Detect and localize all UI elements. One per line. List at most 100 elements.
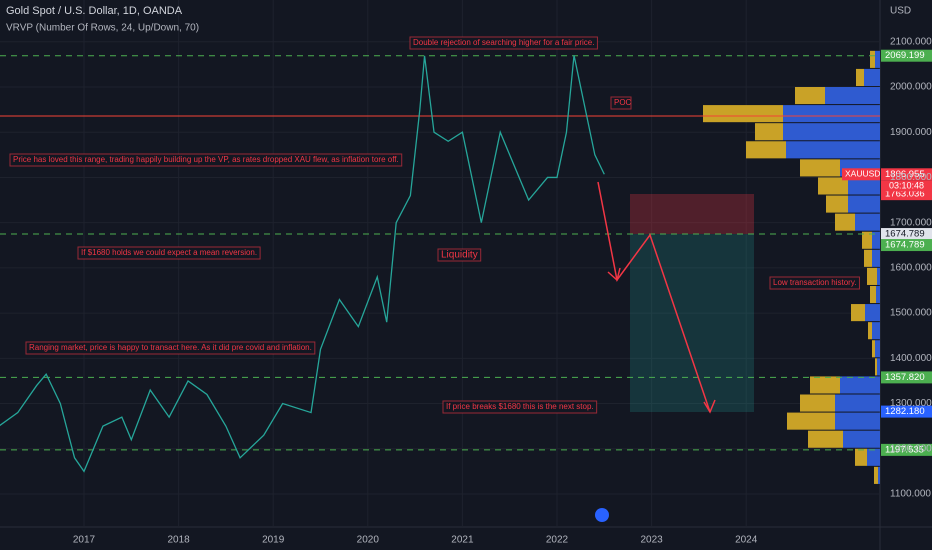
vp-down [875, 340, 880, 358]
logo[interactable] [595, 508, 609, 522]
price-tag-label: 1806.955 [885, 169, 925, 180]
vp-down [835, 412, 880, 430]
y-tick-label: 1800.000 [890, 172, 932, 183]
poc-label: POC [614, 98, 632, 107]
x-tick-label: 2017 [73, 535, 96, 546]
vp-down [875, 50, 880, 68]
arrow-head [607, 267, 716, 414]
annotation: Double rejection of searching higher for… [413, 38, 594, 47]
y-tick-label: 1600.000 [890, 263, 932, 274]
price-tag-label: 1674.789 [885, 229, 925, 240]
vp-down [843, 430, 880, 448]
price-tag-label: 1763.036 [885, 189, 925, 200]
target-zone [630, 234, 754, 412]
annotation: Low transaction history. [773, 278, 856, 287]
vp-up [870, 50, 875, 68]
x-tick-label: 2024 [735, 535, 758, 546]
vp-down [872, 231, 880, 249]
y-tick-label: 2000.000 [890, 82, 932, 93]
vp-up [851, 304, 865, 322]
vp-down [877, 267, 880, 285]
x-tick-label: 2023 [640, 535, 663, 546]
countdown: 03:10:48 [889, 181, 924, 191]
y-tick-label: 1300.000 [890, 398, 932, 409]
vp-up [810, 376, 840, 394]
vp-down [855, 213, 880, 231]
annotation: Price has loved this range, trading happ… [13, 155, 399, 164]
vp-down [867, 448, 880, 466]
vp-up [864, 249, 872, 267]
symbol-tag [842, 168, 880, 181]
price-tag [881, 228, 932, 241]
vp-up [808, 430, 843, 448]
vp-down [876, 285, 880, 304]
indicator: VRVP (Number Of Rows, 24, Up/Down, 70) [6, 23, 199, 34]
vp-up [787, 412, 835, 430]
price-tag-label: 1282.180 [885, 406, 925, 417]
y-tick-label: 2100.000 [890, 36, 932, 47]
vp-down [848, 195, 880, 213]
annotation-box [77, 246, 261, 260]
x-tick-label: 2021 [451, 535, 474, 546]
forecast-arrow [597, 181, 711, 413]
y-tick-label: 1900.000 [890, 127, 932, 138]
vp-up [800, 159, 840, 177]
price-tag [881, 405, 932, 418]
vp-up [868, 322, 872, 340]
y-tick-label: 1500.000 [890, 308, 932, 319]
vp-down [872, 322, 880, 340]
annotation: Liquidity [441, 250, 478, 261]
countdown-tag [881, 180, 932, 192]
x-tick-label: 2018 [167, 535, 190, 546]
annotation-box [442, 400, 598, 414]
annotation-box [9, 153, 403, 167]
vp-up [856, 68, 864, 86]
price-tag [881, 239, 932, 252]
vp-up [755, 123, 783, 141]
vp-up [874, 466, 878, 484]
symbol-label: XAUUSD [845, 169, 880, 179]
annotation-box [25, 341, 316, 355]
vp-down [786, 141, 880, 159]
vp-down [865, 304, 880, 322]
annotation-box [409, 36, 598, 50]
vp-up [795, 87, 825, 105]
price-tag-label: 1357.820 [885, 372, 925, 383]
x-tick-label: 2020 [357, 535, 380, 546]
y-tick-label: 1400.000 [890, 353, 932, 364]
vp-up [867, 267, 877, 285]
annotation: Ranging market, price is happy to transa… [29, 343, 312, 352]
price-tag [881, 49, 932, 62]
vp-down [872, 249, 880, 267]
vp-down [825, 87, 880, 105]
vp-up [870, 285, 876, 304]
vp-down [864, 68, 880, 86]
vp-up [703, 105, 783, 123]
vp-up [800, 394, 835, 412]
price-line [0, 55, 605, 473]
price-tag [881, 371, 932, 384]
y-tick-label: 1200.000 [890, 443, 932, 454]
vp-down [783, 105, 880, 123]
price-tag-label: 1197.535 [885, 444, 924, 455]
vp-down [848, 177, 880, 195]
currency: USD [890, 6, 911, 17]
vp-down [878, 466, 880, 484]
vp-up [835, 213, 855, 231]
price-tag-label: 1674.789 [885, 240, 925, 251]
annotation: If price breaks $1680 this is the next s… [446, 402, 594, 411]
vp-up [855, 448, 867, 466]
y-tick-label: 1100.000 [890, 489, 931, 500]
stop-zone [630, 194, 754, 234]
x-tick-label: 2022 [546, 535, 569, 546]
vp-up [826, 195, 848, 213]
x-tick-label: 2019 [262, 535, 285, 546]
price-tag-label: 2069.199 [885, 50, 925, 61]
vp-up [875, 358, 877, 376]
vp-up [746, 141, 786, 159]
vp-up [872, 340, 875, 358]
annotation-box [769, 276, 860, 290]
